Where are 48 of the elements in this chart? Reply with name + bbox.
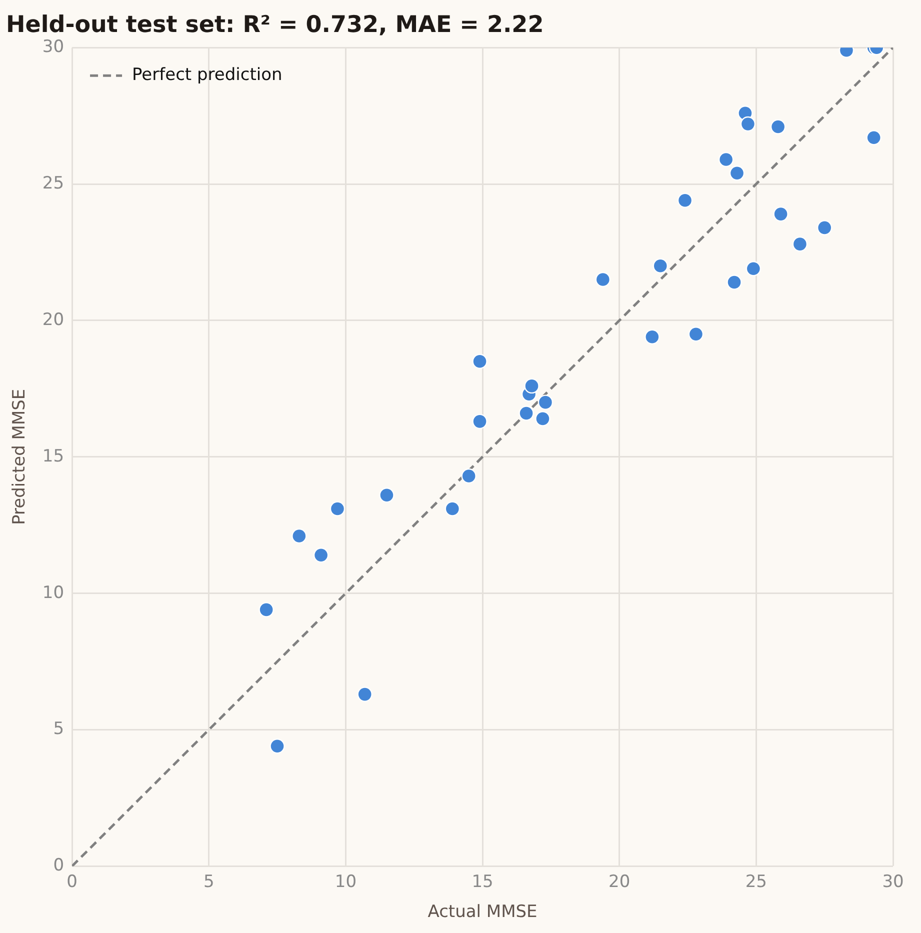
point — [535, 411, 550, 426]
point — [270, 738, 285, 754]
point — [472, 354, 488, 369]
point — [726, 274, 742, 290]
y-tick-label: 5 — [53, 719, 64, 740]
y-tick-label: 15 — [42, 446, 64, 466]
point — [677, 192, 693, 208]
chart-title: Held-out test set: R² = 0.732, MAE = 2.22 — [6, 12, 544, 38]
point — [313, 548, 329, 563]
point — [538, 394, 554, 410]
point — [770, 119, 786, 134]
point — [595, 272, 611, 288]
point — [379, 488, 394, 503]
point — [792, 236, 808, 252]
x-tick-label: 20 — [608, 872, 630, 892]
point — [518, 406, 534, 421]
y-tick-label: 30 — [42, 37, 64, 58]
y-tick-label: 25 — [42, 173, 64, 194]
point — [816, 220, 832, 236]
point — [444, 501, 460, 516]
point — [773, 206, 788, 222]
point — [292, 528, 307, 544]
point — [652, 258, 668, 274]
x-tick-label: 30 — [882, 872, 904, 892]
x-tick-label: 10 — [334, 872, 357, 892]
point — [258, 602, 274, 618]
point — [729, 166, 745, 181]
x-tick-label: 25 — [745, 872, 767, 892]
point — [718, 152, 734, 168]
y-tick-label: 0 — [53, 856, 64, 876]
y-tick-label: 20 — [42, 310, 64, 330]
x-tick-label: 0 — [66, 872, 78, 892]
point — [330, 501, 346, 516]
point — [461, 468, 476, 484]
x-tick-label: 15 — [472, 872, 494, 892]
point — [688, 326, 704, 342]
point — [472, 414, 488, 430]
point — [740, 116, 756, 132]
legend-label: Perfect prediction — [132, 65, 282, 86]
x-tick-label: 5 — [203, 872, 214, 892]
point — [746, 261, 762, 276]
y-tick-label: 10 — [42, 582, 64, 603]
point — [524, 378, 540, 394]
y-axis-title: Predicted MMSE — [10, 388, 30, 525]
point — [866, 130, 882, 146]
point — [644, 329, 660, 344]
x-axis-title: Actual MMSE — [428, 902, 538, 922]
point — [357, 686, 372, 702]
